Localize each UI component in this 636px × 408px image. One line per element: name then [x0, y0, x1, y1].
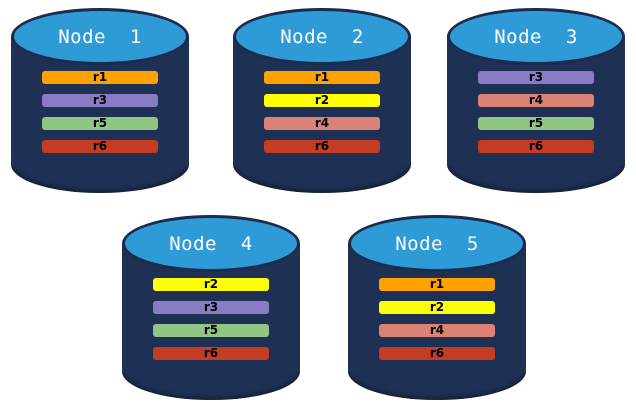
cylinder-top-ellipse [122, 215, 300, 272]
replica-bar-r5: r5 [478, 117, 594, 130]
replica-list: r1 r2 r4 r6 [264, 71, 380, 153]
replica-bar-r6: r6 [42, 140, 158, 153]
replica-bar-r4: r4 [264, 117, 380, 130]
replica-bar-r4: r4 [478, 94, 594, 107]
replica-label: r6 [528, 139, 544, 153]
cylinder-top-ellipse [447, 8, 625, 65]
replica-label: r1 [429, 277, 445, 291]
replica-list: r1 r2 r4 r6 [379, 278, 495, 360]
replica-label: r6 [203, 346, 219, 360]
replica-list: r3 r4 r5 r6 [478, 71, 594, 153]
node-title: Node 1 [58, 25, 142, 48]
node-title: Node 4 [169, 232, 253, 255]
replica-label: r6 [429, 346, 445, 360]
replica-bar-r4: r4 [379, 324, 495, 337]
replica-list: r2 r3 r5 r6 [153, 278, 269, 360]
cylinder-top-ellipse [11, 8, 189, 65]
replica-bar-r5: r5 [42, 117, 158, 130]
replica-label: r5 [203, 323, 219, 337]
node-cylinder-3: Node 3 r3 r4 r5 r6 [447, 8, 625, 193]
replica-label: r3 [528, 70, 544, 84]
replica-label: r5 [92, 116, 108, 130]
node-title: Node 3 [494, 25, 578, 48]
replica-label: r2 [203, 277, 219, 291]
cylinder-top-ellipse [233, 8, 411, 65]
node-title: Node 5 [395, 232, 479, 255]
replica-label: r4 [528, 93, 544, 107]
replica-bar-r1: r1 [264, 71, 380, 84]
replica-list: r1 r3 r5 r6 [42, 71, 158, 153]
replica-bar-r1: r1 [379, 278, 495, 291]
replica-label: r1 [92, 70, 108, 84]
replica-bar-r6: r6 [379, 347, 495, 360]
replica-bar-r3: r3 [478, 71, 594, 84]
replica-label: r2 [314, 93, 330, 107]
replica-label: r4 [314, 116, 330, 130]
replica-bar-r6: r6 [264, 140, 380, 153]
replica-label: r4 [429, 323, 445, 337]
node-cylinder-1: Node 1 r1 r3 r5 r6 [11, 8, 189, 193]
replica-bar-r3: r3 [42, 94, 158, 107]
replica-label: r3 [92, 93, 108, 107]
replica-label: r2 [429, 300, 445, 314]
replica-bar-r2: r2 [153, 278, 269, 291]
replica-bar-r2: r2 [264, 94, 380, 107]
replica-label: r3 [203, 300, 219, 314]
replica-label: r6 [314, 139, 330, 153]
replica-bar-r6: r6 [153, 347, 269, 360]
cylinder-top-ellipse [348, 215, 526, 272]
replica-bar-r1: r1 [42, 71, 158, 84]
node-title: Node 2 [280, 25, 364, 48]
node-cylinder-5: Node 5 r1 r2 r4 r6 [348, 215, 526, 400]
replica-bar-r5: r5 [153, 324, 269, 337]
node-cylinder-2: Node 2 r1 r2 r4 r6 [233, 8, 411, 193]
replica-bar-r6: r6 [478, 140, 594, 153]
node-cylinder-4: Node 4 r2 r3 r5 r6 [122, 215, 300, 400]
replica-bar-r2: r2 [379, 301, 495, 314]
replica-bar-r3: r3 [153, 301, 269, 314]
replica-label: r1 [314, 70, 330, 84]
replica-label: r5 [528, 116, 544, 130]
replica-label: r6 [92, 139, 108, 153]
